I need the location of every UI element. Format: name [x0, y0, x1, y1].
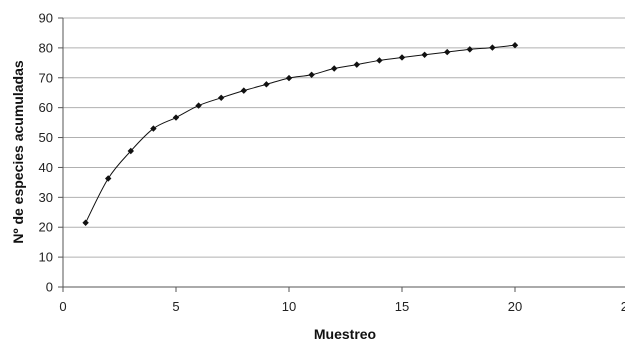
- data-point-13: [353, 61, 360, 68]
- x-tick-label-5: 5: [172, 299, 179, 314]
- x-tick-label-20: 20: [508, 299, 522, 314]
- data-point-14: [376, 57, 383, 64]
- data-point-9: [263, 81, 270, 88]
- data-point-18: [466, 46, 473, 53]
- y-tick-label-90: 90: [39, 11, 53, 26]
- data-markers: [82, 41, 519, 226]
- y-tick-label-50: 50: [39, 130, 53, 145]
- series-line: [85, 44, 516, 223]
- y-tick-labels: 0 10 20 30 40 50 60 70 80 90: [39, 11, 53, 295]
- x-tick-label-25: 25: [621, 299, 625, 314]
- y-tick-label-80: 80: [39, 40, 53, 55]
- y-tick-label-10: 10: [39, 250, 53, 265]
- data-point-16: [421, 51, 428, 58]
- y-tick-label-70: 70: [39, 70, 53, 85]
- data-point-15: [398, 54, 406, 61]
- y-axis-title: Nº de especies acumuladas: [10, 60, 26, 244]
- data-point-11: [308, 71, 315, 78]
- data-point-12: [331, 65, 338, 72]
- data-point-17: [444, 48, 451, 56]
- y-tick-label-20: 20: [39, 220, 53, 235]
- data-point-6: [195, 102, 202, 109]
- data-point-2: [105, 175, 112, 182]
- x-tick-label-15: 15: [395, 299, 409, 314]
- data-point-8: [240, 87, 247, 94]
- data-point-10: [285, 74, 293, 82]
- data-point-1: [82, 219, 89, 226]
- grid-lines: [63, 17, 625, 258]
- data-point-19: [489, 44, 496, 51]
- x-tick-label-0: 0: [59, 299, 66, 314]
- data-point-7: [218, 94, 225, 102]
- x-tick-labels: 0 5 10 15 20 25: [59, 299, 625, 314]
- y-tick-label-30: 30: [39, 190, 53, 205]
- data-point-3: [127, 147, 134, 155]
- y-tick-label-60: 60: [39, 100, 53, 115]
- data-point-5: [172, 114, 180, 121]
- x-tick-label-10: 10: [282, 299, 296, 314]
- x-axis-title: Muestreo: [314, 326, 376, 342]
- y-tick-label-40: 40: [39, 160, 53, 175]
- data-point-20: [511, 41, 519, 49]
- y-tick-label-0: 0: [46, 280, 53, 295]
- axes: [58, 17, 625, 292]
- data-point-4: [150, 125, 157, 132]
